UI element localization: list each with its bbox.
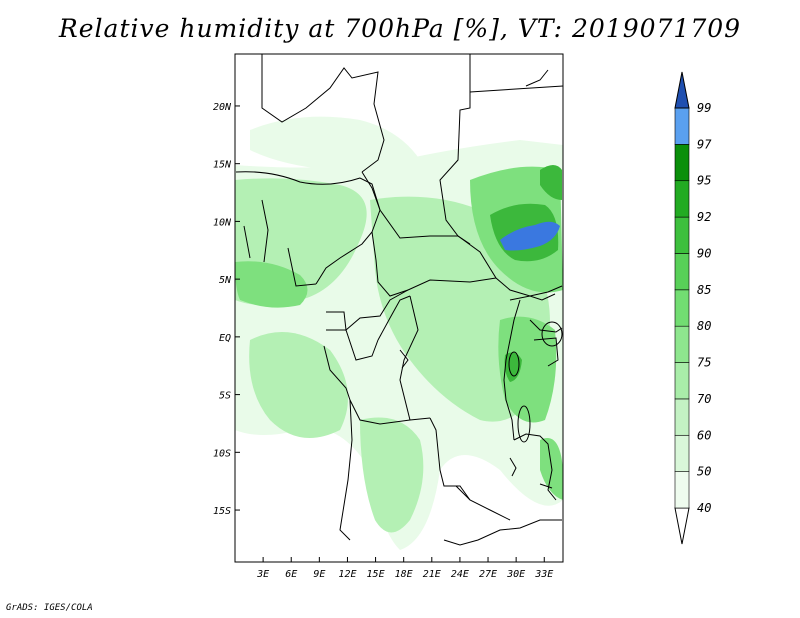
lon-label: 15E bbox=[367, 569, 385, 580]
lat-label: 20N bbox=[213, 102, 232, 113]
country-borders bbox=[235, 54, 563, 546]
field-strong bbox=[235, 261, 308, 308]
lon-label: 33E bbox=[534, 569, 553, 580]
lon-label: 6E bbox=[285, 569, 297, 580]
lat-label: 5S bbox=[219, 391, 231, 402]
lon-label: 27E bbox=[479, 569, 497, 580]
lon-label: 21E bbox=[423, 569, 441, 580]
colorbar-box bbox=[674, 180, 690, 218]
colorbar-extend-low bbox=[674, 507, 690, 545]
colorbar-label: 50 bbox=[697, 465, 711, 479]
lon-label: 24E bbox=[451, 569, 469, 580]
colorbar-extend-high bbox=[674, 71, 690, 109]
colorbar-box bbox=[674, 253, 690, 291]
colorbar-label: 60 bbox=[697, 428, 711, 442]
colorbar-label: 85 bbox=[697, 283, 711, 297]
colorbar-box bbox=[674, 289, 690, 327]
colorbar-box bbox=[674, 144, 690, 182]
colorbar-label: 80 bbox=[697, 319, 711, 333]
colorbar-label: 95 bbox=[697, 174, 711, 188]
colorbar-box bbox=[674, 325, 690, 363]
lat-label: 15S bbox=[213, 506, 231, 517]
humidity-field bbox=[235, 54, 563, 562]
colorbar: 40 50 60 70 75 80 85 90 92 95 97 99 bbox=[674, 71, 712, 545]
latitude-labels: 20N 15N 10N 5N EQ 5S 10S 15S bbox=[213, 102, 240, 517]
colorbar-label: 40 bbox=[697, 501, 711, 515]
field-strong-3 bbox=[498, 316, 557, 423]
colorbar-box bbox=[674, 216, 690, 254]
lon-label: 9E bbox=[313, 569, 325, 580]
colorbar-label: 92 bbox=[697, 210, 711, 224]
field-mid-4 bbox=[360, 417, 424, 533]
lat-label: 10S bbox=[213, 448, 231, 459]
lat-label: EQ bbox=[219, 333, 231, 344]
longitude-labels: 3E 6E 9E 12E 15E 18E 21E 24E 27E 30E 33E bbox=[256, 557, 553, 580]
lat-label: 10N bbox=[213, 217, 232, 228]
field-blue bbox=[500, 221, 560, 251]
colorbar-label: 99 bbox=[697, 101, 711, 115]
map-title: Relative humidity at 700hPa [%], VT: 201… bbox=[58, 14, 742, 43]
field-mid-3 bbox=[249, 332, 348, 438]
colorbar-box bbox=[674, 107, 690, 145]
lon-label: 3E bbox=[256, 569, 269, 580]
lat-label: 5N bbox=[219, 275, 232, 286]
colorbar-box bbox=[674, 362, 690, 400]
colorbar-box bbox=[674, 398, 690, 436]
lon-label: 12E bbox=[338, 569, 356, 580]
colorbar-label: 75 bbox=[697, 356, 711, 370]
colorbar-box bbox=[674, 434, 690, 472]
lat-label: 15N bbox=[213, 160, 232, 171]
grads-credit: GrADS: IGES/COLA bbox=[6, 603, 93, 613]
colorbar-label: 90 bbox=[697, 246, 711, 260]
field-light-top bbox=[250, 116, 420, 170]
lon-label: 30E bbox=[506, 569, 525, 580]
colorbar-box bbox=[674, 471, 690, 509]
colorbar-label: 97 bbox=[697, 137, 712, 151]
lon-label: 18E bbox=[395, 569, 413, 580]
colorbar-label: 70 bbox=[697, 392, 711, 406]
lake-outlines bbox=[399, 321, 563, 489]
field-deep-3 bbox=[540, 165, 562, 200]
map-frame bbox=[234, 53, 564, 563]
